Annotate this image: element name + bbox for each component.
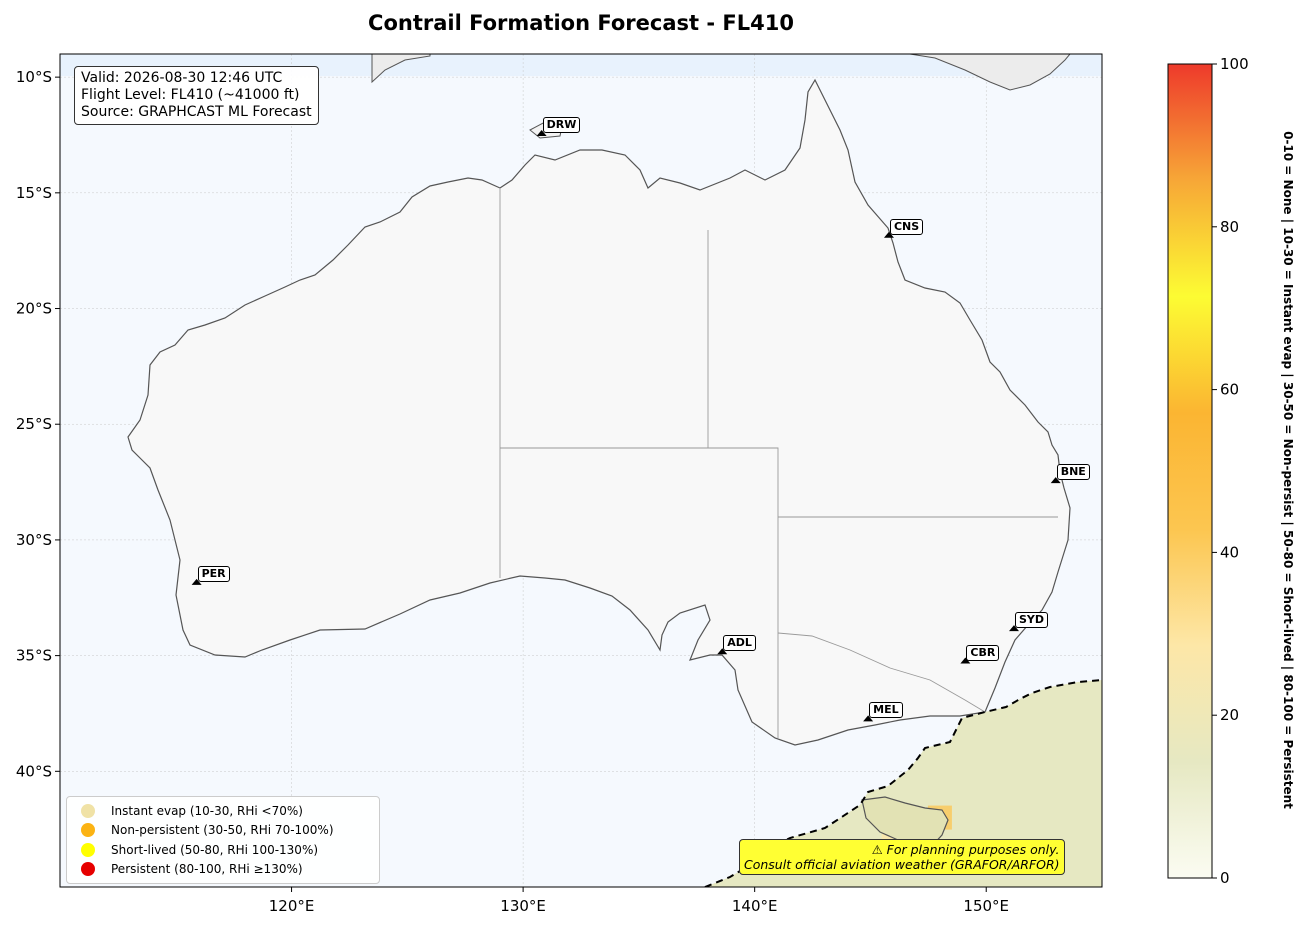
planning-warning: ⚠ For planning purposes only. Consult of… bbox=[739, 839, 1065, 875]
forecast-source: Source: GRAPHCAST ML Forecast bbox=[81, 104, 312, 120]
legend: Instant evap (10-30, RHi <70%) Non-persi… bbox=[66, 796, 380, 884]
valid-time: Valid: 2026-08-30 12:46 UTC bbox=[81, 70, 283, 86]
city-markers bbox=[191, 129, 1061, 722]
airport-marker-icon bbox=[863, 715, 874, 722]
colorbar-tick-label: 80 bbox=[1220, 218, 1239, 236]
colorbar-tick-label: 40 bbox=[1220, 543, 1239, 561]
legend-swatch bbox=[81, 803, 95, 818]
y-tick-label: 35°S bbox=[16, 647, 52, 665]
x-tick-label: 120°E bbox=[269, 897, 315, 915]
legend-item: Non-persistent (30-50, RHi 70-100%) bbox=[75, 821, 371, 841]
colorbar-ticks: 0 20 40 60 80 100 bbox=[1212, 55, 1249, 887]
legend-swatch bbox=[81, 842, 95, 857]
flight-level: Flight Level: FL410 (~41000 ft) bbox=[81, 87, 300, 103]
y-tick-label: 30°S bbox=[16, 531, 52, 549]
map-frame bbox=[59, 53, 1103, 888]
city-label-bne: BNE bbox=[1056, 464, 1090, 481]
airport-marker-icon bbox=[960, 657, 971, 664]
airport-marker-icon bbox=[191, 578, 202, 585]
forecast-cell bbox=[974, 759, 999, 784]
x-tick-label: 140°E bbox=[732, 897, 778, 915]
x-axis-ticks: 120°E 130°E 140°E 150°E bbox=[269, 887, 1009, 915]
state-borders bbox=[499, 188, 1058, 738]
y-tick-label: 40°S bbox=[16, 762, 52, 780]
city-label-drw: DRW bbox=[542, 116, 581, 133]
legend-item: Persistent (80-100, RHi ≥130%) bbox=[75, 860, 371, 880]
legend-label: Short-lived (50-80, RHi 100-130%) bbox=[111, 842, 319, 857]
airport-marker-icon bbox=[883, 231, 894, 238]
x-tick-label: 130°E bbox=[500, 897, 546, 915]
city-label-mel: MEL bbox=[869, 702, 903, 719]
warning-line-2: Consult official aviation weather (GRAFO… bbox=[744, 857, 1060, 872]
tasmania bbox=[861, 796, 949, 849]
airport-marker-icon bbox=[717, 648, 728, 655]
legend-swatch bbox=[81, 862, 95, 877]
y-axis-ticks: 10°S 15°S 20°S 25°S 30°S 35°S 40°S bbox=[16, 68, 60, 780]
timor-coast bbox=[371, 54, 431, 84]
map-north-band bbox=[60, 54, 1102, 76]
new-guinea-coast bbox=[909, 54, 1071, 91]
y-tick-label: 25°S bbox=[16, 415, 52, 433]
legend-label: Persistent (80-100, RHi ≥130%) bbox=[111, 862, 303, 877]
x-tick-label: 150°E bbox=[963, 897, 1009, 915]
colorbar-label-text: 0-10 = None | 10-30 = Instant evap | 30-… bbox=[1281, 131, 1295, 809]
colorbar-tick-label: 100 bbox=[1220, 55, 1249, 73]
forecast-info-box: Valid: 2026-08-30 12:46 UTC Flight Level… bbox=[74, 66, 319, 125]
colorbar-tick-label: 0 bbox=[1220, 869, 1230, 887]
city-label-syd: SYD bbox=[1015, 612, 1049, 629]
forecast-field-instant-evap bbox=[705, 680, 1102, 887]
colorbar-category-label: 0-10 = None | 10-30 = Instant evap | 30-… bbox=[1271, 70, 1304, 870]
airport-marker-icon bbox=[1009, 625, 1020, 632]
city-label-per: PER bbox=[197, 565, 230, 582]
y-tick-label: 10°S bbox=[16, 68, 52, 86]
legend-item: Short-lived (50-80, RHi 100-130%) bbox=[75, 840, 371, 860]
chart-title: Contrail Formation Forecast - FL410 bbox=[368, 11, 794, 35]
forecast-cell bbox=[1043, 713, 1068, 738]
legend-swatch bbox=[81, 823, 95, 838]
airport-marker-icon bbox=[536, 129, 547, 136]
airport-marker-icon bbox=[1050, 477, 1061, 484]
colorbar bbox=[1167, 63, 1213, 879]
y-tick-label: 20°S bbox=[16, 300, 52, 318]
legend-item: Instant evap (10-30, RHi <70%) bbox=[75, 801, 371, 821]
city-label-adl: ADL bbox=[723, 635, 756, 652]
city-label-cns: CNS bbox=[889, 218, 924, 235]
australia-mainland bbox=[127, 78, 1071, 746]
city-label-cbr: CBR bbox=[966, 644, 1000, 661]
colorbar-tick-label: 60 bbox=[1220, 381, 1239, 399]
legend-label: Instant evap (10-30, RHi <70%) bbox=[111, 803, 303, 818]
legend-label: Non-persistent (30-50, RHi 70-100%) bbox=[111, 823, 334, 838]
colorbar-tick-label: 20 bbox=[1220, 706, 1239, 724]
warning-line-1: ⚠ For planning purposes only. bbox=[871, 842, 1060, 857]
y-tick-label: 15°S bbox=[16, 184, 52, 202]
